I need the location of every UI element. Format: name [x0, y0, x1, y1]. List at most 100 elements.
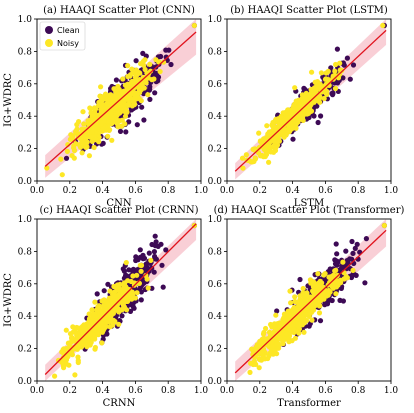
point-noisy [116, 321, 122, 327]
x-tick-label: 0.2 [63, 386, 77, 396]
point-noisy [128, 90, 134, 97]
point-noisy [115, 107, 121, 114]
point-clean [329, 90, 335, 97]
point-clean [113, 77, 119, 83]
point-noisy [340, 259, 346, 265]
point-clean [152, 233, 158, 239]
y-tick-label: 1.0 [208, 215, 223, 225]
point-noisy [92, 311, 98, 317]
point-clean [333, 241, 339, 247]
point-noisy [277, 324, 283, 330]
point-noisy [265, 355, 271, 362]
point-noisy [311, 288, 317, 294]
point-clean [318, 113, 324, 119]
point-clean [153, 256, 159, 262]
point-noisy [129, 66, 135, 72]
point-noisy [332, 68, 338, 74]
point-noisy [260, 154, 267, 160]
fit-line [234, 29, 387, 172]
point-clean [348, 274, 355, 281]
point-noisy [65, 340, 71, 346]
point-noisy [78, 135, 84, 142]
point-noisy [253, 344, 259, 351]
point-noisy [138, 98, 144, 104]
point-noisy [117, 307, 123, 313]
point-clean [131, 305, 137, 311]
point-noisy [64, 148, 70, 154]
point-noisy [59, 172, 65, 178]
y-tick-label: 0.6 [208, 80, 223, 90]
panel-3: 0.0 0.2 0.4 0.6 0.8 1.0 0.0 0.2 0.4 0.6 0.8 1.0 (c) … [3, 205, 208, 409]
x-tick-label: 0.6 [318, 386, 333, 396]
axes-frame [36, 218, 202, 382]
point-noisy [92, 344, 98, 351]
point-noisy [292, 294, 298, 300]
point-noisy [257, 338, 263, 344]
panel-2: 0.0 0.2 0.4 0.6 0.8 1.0 0.0 0.2 0.4 0.6 0.8 1.0 (b) … [208, 5, 399, 209]
point-noisy [98, 84, 104, 90]
point-clean [352, 245, 358, 251]
point-clean [349, 238, 355, 245]
point-noisy [79, 150, 85, 156]
point-noisy [326, 287, 332, 294]
y-tick-label: 0.0 [208, 377, 223, 387]
point-noisy [120, 93, 126, 99]
point-noisy [304, 293, 310, 299]
point-noisy [266, 159, 272, 165]
point-noisy [315, 271, 321, 277]
point-noisy [268, 321, 274, 328]
point-noisy [161, 59, 167, 65]
point-clean [135, 257, 141, 263]
point-noisy [282, 318, 288, 324]
point-noisy [157, 68, 163, 75]
point-noisy [80, 109, 86, 115]
point-noisy [99, 97, 105, 104]
y-tick-label: 0.6 [18, 280, 33, 290]
point-noisy [82, 325, 88, 331]
series-noisy [247, 222, 387, 375]
point-noisy [324, 88, 330, 94]
x-tick-label: 0.8 [161, 186, 176, 196]
point-noisy [285, 326, 291, 332]
point-clean [315, 119, 321, 126]
point-noisy [44, 165, 50, 171]
legend-label-noisy: Noisy [57, 39, 79, 48]
x-tick-label: 0.6 [128, 186, 143, 196]
x-tick-label: 0.4 [95, 186, 110, 196]
chart-title: (d) HAAQI Scatter Plot (Transformer) [214, 205, 405, 216]
point-clean [117, 128, 124, 134]
panel-1: 0.0 0.2 0.4 0.6 0.8 1.0 0.0 0.2 0.4 0.6 0.8 1.0 (a) … [3, 5, 208, 209]
point-noisy [259, 349, 265, 356]
point-noisy [120, 302, 126, 308]
plot-area [234, 219, 387, 381]
point-noisy [89, 117, 95, 123]
point-noisy [308, 87, 314, 93]
point-noisy [293, 121, 299, 127]
point-noisy [299, 115, 306, 121]
point-noisy [315, 96, 321, 102]
point-noisy [68, 132, 74, 138]
point-noisy [104, 301, 110, 307]
axes-frame [226, 18, 392, 182]
y-tick-label: 0.4 [208, 112, 223, 122]
point-clean [151, 249, 157, 255]
x-tick-label: 0.8 [351, 386, 366, 396]
point-clean [133, 58, 139, 64]
point-clean [341, 62, 347, 68]
y-tick-label: 1.0 [18, 15, 33, 25]
point-noisy [249, 346, 255, 352]
point-noisy [80, 337, 86, 343]
point-noisy [304, 94, 310, 100]
point-clean [101, 288, 107, 294]
point-noisy [86, 311, 92, 317]
point-noisy [101, 118, 107, 124]
point-noisy [99, 340, 105, 346]
point-noisy [343, 274, 349, 280]
point-noisy [270, 351, 276, 357]
legend-label-clean: Clean [57, 26, 80, 35]
point-noisy [321, 95, 327, 102]
point-clean [332, 257, 338, 263]
point-noisy [153, 57, 159, 63]
point-noisy [140, 58, 146, 65]
point-clean [138, 297, 144, 303]
